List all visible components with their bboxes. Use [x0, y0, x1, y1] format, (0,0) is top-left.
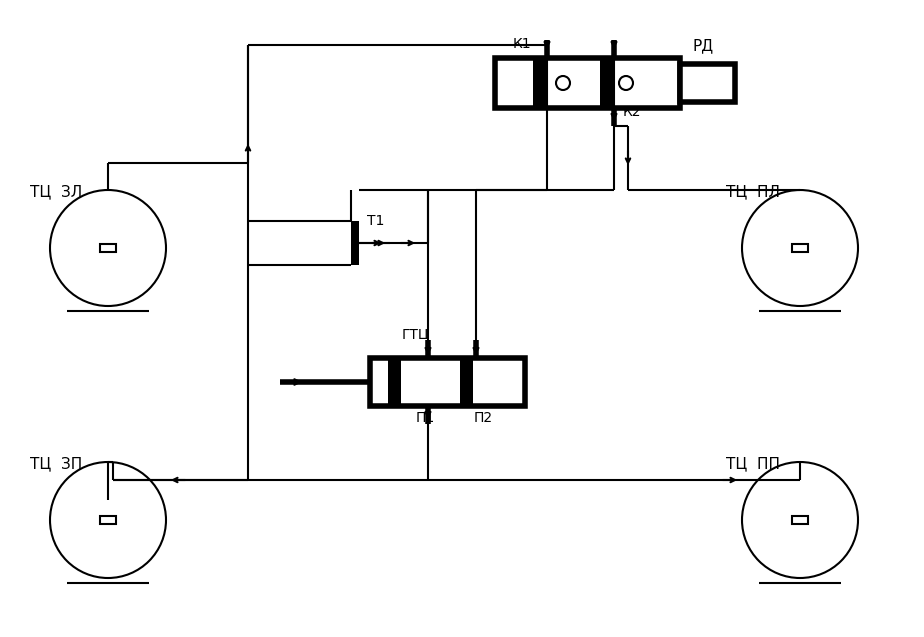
Bar — [495, 58, 680, 108]
Text: ТЦ  ПП: ТЦ ПП — [726, 456, 780, 471]
Bar — [460, 358, 473, 406]
Text: ТЦ  ЗЛ: ТЦ ЗЛ — [30, 184, 82, 199]
Bar — [792, 244, 808, 252]
Text: Т1: Т1 — [367, 214, 384, 228]
Text: РД: РД — [692, 38, 713, 53]
Bar — [100, 244, 116, 252]
Text: ТЦ  ЗП: ТЦ ЗП — [30, 456, 82, 471]
Text: К2: К2 — [623, 105, 641, 119]
Text: П2: П2 — [474, 411, 493, 425]
Bar — [351, 221, 359, 265]
Text: ГТЦ: ГТЦ — [402, 327, 430, 341]
Bar — [792, 516, 808, 524]
Text: ТЦ  ПЛ: ТЦ ПЛ — [726, 184, 780, 199]
Bar — [388, 358, 401, 406]
Bar — [100, 244, 116, 252]
Bar — [680, 64, 735, 102]
Bar — [792, 244, 808, 252]
Text: К1: К1 — [513, 37, 531, 51]
Bar — [100, 516, 116, 524]
Bar — [792, 516, 808, 524]
Bar — [100, 516, 116, 524]
Bar — [370, 358, 525, 406]
Text: П1: П1 — [416, 411, 435, 425]
Bar — [533, 58, 547, 108]
Bar — [600, 58, 614, 108]
